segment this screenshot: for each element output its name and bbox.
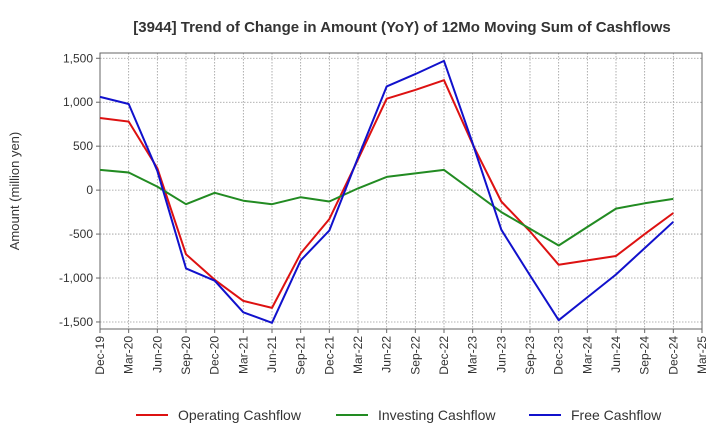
- legend-label: Operating Cashflow: [178, 407, 302, 423]
- x-tick-label: Sep-24: [638, 336, 652, 375]
- y-tick-label: 1,000: [63, 95, 93, 109]
- chart-title: [3944] Trend of Change in Amount (YoY) o…: [133, 19, 671, 36]
- x-tick-label: Mar-23: [466, 336, 480, 374]
- x-tick-label: Sep-21: [294, 336, 308, 375]
- series-line-operating-cashflow: [99, 79, 674, 309]
- plot-frame: [99, 52, 703, 330]
- legend-label: Investing Cashflow: [378, 407, 496, 423]
- x-tick-label: Jun-24: [609, 336, 623, 373]
- y-tick-label: -1,500: [59, 315, 93, 329]
- y-tick-label: -1,000: [59, 271, 93, 285]
- grid: [100, 53, 702, 329]
- x-tick-label: Dec-19: [93, 336, 107, 375]
- legend-label: Free Cashflow: [571, 407, 662, 423]
- x-tick-label: Mar-22: [351, 336, 365, 374]
- y-tick-label: -500: [69, 227, 93, 241]
- x-tick-label: Dec-23: [552, 336, 566, 375]
- y-tick-label: 500: [73, 139, 93, 153]
- x-tick-label: Dec-21: [322, 336, 336, 375]
- y-tick-label: 0: [86, 183, 93, 197]
- x-tick-label: Jun-23: [494, 336, 508, 373]
- x-tick-label: Dec-20: [208, 336, 222, 375]
- x-tick-label: Mar-21: [236, 336, 250, 374]
- x-tick-label: Sep-23: [523, 336, 537, 375]
- x-tick-label: Mar-25: [695, 336, 709, 374]
- series-lines: [99, 59, 674, 324]
- x-tick-label: Jun-20: [150, 336, 164, 373]
- x-tick-label: Dec-22: [437, 336, 451, 375]
- x-tick-label: Mar-24: [580, 336, 594, 374]
- x-tick-label: Jun-21: [265, 336, 279, 373]
- legend: Operating Cashflow Investing Cashflow Free…: [136, 407, 662, 423]
- series-line-investing-cashflow: [99, 168, 674, 247]
- x-tick-label: Sep-20: [179, 336, 193, 375]
- series-line-free-cashflow: [99, 59, 674, 324]
- y-tick-label: 1,500: [63, 51, 93, 65]
- x-tick-label: Mar-20: [122, 336, 136, 374]
- x-tick-label: Sep-22: [408, 336, 422, 375]
- x-tick-label: Dec-24: [666, 336, 680, 375]
- x-tick-label: Jun-22: [380, 336, 394, 373]
- y-axis-label: Amount (million yen): [7, 132, 22, 251]
